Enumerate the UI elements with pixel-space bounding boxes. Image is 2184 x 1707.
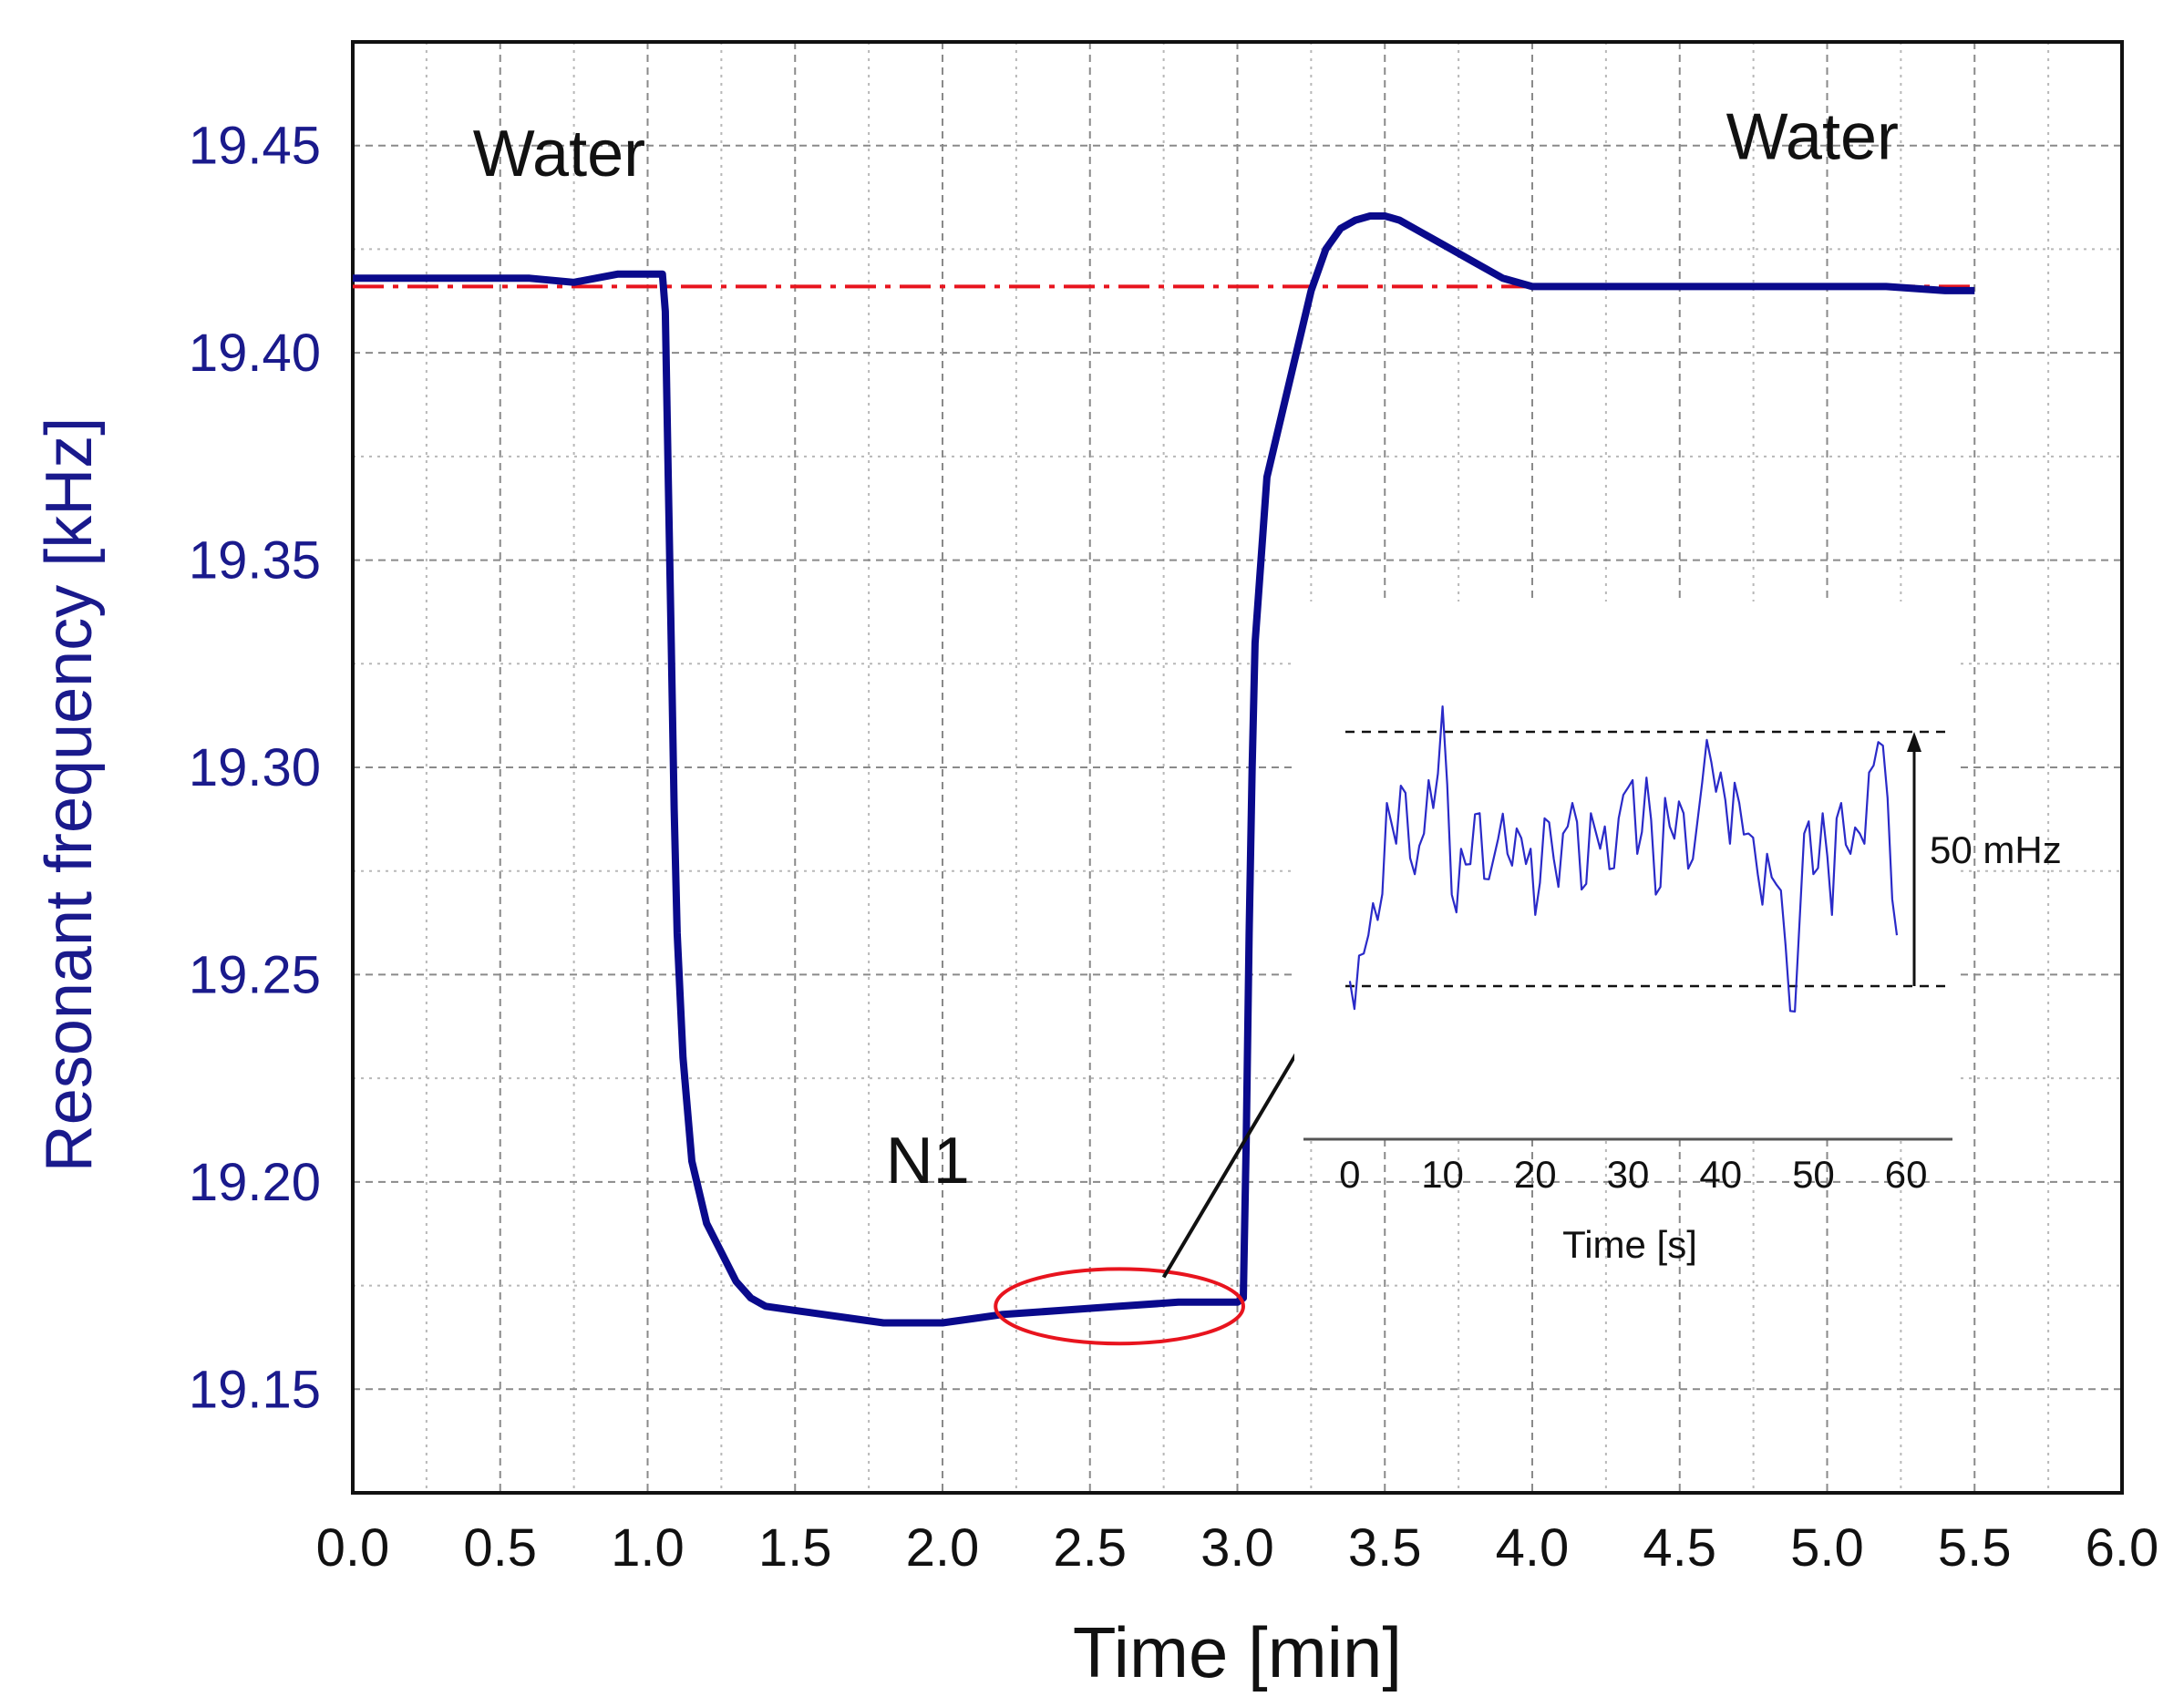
y-tick-label: 19.35 [189, 531, 321, 591]
y-tick-label: 19.25 [189, 945, 321, 1004]
inset-bracket-arrowhead [1907, 732, 1921, 752]
inset-x-tick-label: 0 [1339, 1153, 1360, 1196]
inset-x-tick-label: 40 [1699, 1153, 1742, 1196]
gridlines [353, 41, 2122, 1493]
x-tick-label: 1.5 [758, 1518, 832, 1578]
x-tick-label: 6.0 [2086, 1518, 2159, 1578]
x-tick-label: 1.0 [611, 1518, 685, 1578]
y-tick-label: 19.20 [189, 1153, 321, 1212]
x-tick-label: 0.5 [463, 1518, 537, 1578]
series-line-resonant-frequency [353, 212, 1975, 1327]
tick-labels: 0.0 0.5 1.0 1.5 2.0 2.5 3.0 3.5 4.0 4.5 5.0 5.5 6.0 1… [189, 117, 2158, 1578]
x-tick-label: 2.5 [1053, 1518, 1127, 1578]
annotation-water-right: Water [1726, 101, 1899, 174]
inset-x-tick-label: 20 [1514, 1153, 1557, 1196]
inset-x-tick-label: 10 [1421, 1153, 1464, 1196]
y-tick-label: 19.45 [189, 117, 321, 176]
y-tick-label: 19.15 [189, 1360, 321, 1419]
annotation-water-left: Water [473, 118, 645, 190]
x-tick-label: 5.5 [1938, 1518, 2012, 1578]
inset-bracket-label: 50 mHz [1930, 828, 2062, 871]
x-tick-label: 4.5 [1643, 1518, 1716, 1578]
y-axis-label: Resonant frequency [kHz] [33, 417, 106, 1172]
inset-chart: 0 10 20 30 40 50 60 [1294, 602, 1960, 1196]
annotation-n1: N1 [886, 1125, 970, 1198]
x-axis-label: Time [min] [1073, 1612, 1402, 1692]
x-tick-label: 3.0 [1200, 1518, 1274, 1578]
x-tick-label: 0.0 [316, 1518, 390, 1578]
x-tick-label: 2.0 [906, 1518, 980, 1578]
plot-frame [351, 40, 2124, 1495]
inset-x-tick-label: 60 [1885, 1153, 1928, 1196]
x-tick-label: 4.0 [1496, 1518, 1570, 1578]
inset-x-tick-label: 50 [1792, 1153, 1835, 1196]
inset-x-axis-label: Time [s] [1562, 1223, 1697, 1266]
x-tick-label: 3.5 [1348, 1518, 1422, 1578]
y-tick-label: 19.40 [189, 324, 321, 383]
highlight-ellipse [994, 1267, 1245, 1346]
x-tick-label: 5.0 [1790, 1518, 1864, 1578]
y-tick-label: 19.30 [189, 738, 321, 797]
inset-x-tick-label: 30 [1607, 1153, 1650, 1196]
inset-background [1294, 602, 1960, 1139]
inset-series-line [1348, 705, 1899, 1013]
